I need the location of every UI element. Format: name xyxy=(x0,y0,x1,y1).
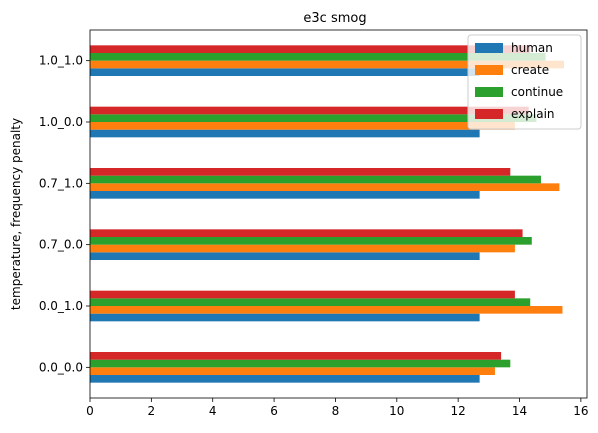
legend-label-create: create xyxy=(511,63,549,77)
bar-human-1.0_0.0 xyxy=(90,129,480,138)
legend-label-continue: continue xyxy=(511,85,563,99)
bar-explain-0.7_0.0 xyxy=(90,229,523,237)
bar-continue-1.0_1.0 xyxy=(90,53,546,61)
chart-title: e3c smog xyxy=(303,11,366,26)
y-tick-label: 1.0_0.0 xyxy=(39,115,83,129)
bars-group xyxy=(90,45,564,383)
y-axis: 0.0_0.0 0.0_1.0 0.7_0.0 0.7_1.0 1.0_0.0 1.0_1… xyxy=(39,54,90,374)
y-axis-label: temperature, frequency penalty xyxy=(9,118,23,310)
bar-create-0.0_0.0 xyxy=(90,367,495,375)
plot-frame xyxy=(89,29,588,399)
bar-human-0.0_0.0 xyxy=(90,375,480,383)
legend-swatch-create xyxy=(475,65,503,75)
bar-explain-1.0_0.0 xyxy=(90,106,529,115)
bar-explain-0.7_1.0 xyxy=(90,168,511,176)
y-tick-label: 0.0_0.0 xyxy=(39,360,83,374)
x-tick-label: 16 xyxy=(573,404,588,418)
bar-human-0.7_0.0 xyxy=(90,252,480,260)
bar-create-0.0_1.0 xyxy=(90,306,563,314)
bar-create-1.0_0.0 xyxy=(90,122,515,130)
legend-label-human: human xyxy=(511,41,553,55)
x-tick-label: 6 xyxy=(270,404,278,418)
y-tick-label: 0.7_0.0 xyxy=(39,238,83,252)
x-tick-label: 4 xyxy=(209,404,217,418)
bar-human-0.0_1.0 xyxy=(90,313,480,322)
bar-continue-0.7_0.0 xyxy=(90,237,532,245)
bar-create-1.0_1.0 xyxy=(90,60,564,69)
x-tick-label: 12 xyxy=(451,404,466,418)
bar-create-0.7_0.0 xyxy=(90,244,515,253)
bar-human-1.0_1.0 xyxy=(90,68,480,76)
bar-continue-1.0_0.0 xyxy=(90,114,537,122)
legend-swatch-human xyxy=(475,43,503,53)
bar-continue-0.0_0.0 xyxy=(90,359,511,368)
bar-human-0.7_1.0 xyxy=(90,191,480,199)
x-tick-label: 10 xyxy=(389,404,404,418)
bar-explain-1.0_1.0 xyxy=(90,45,531,53)
legend: human create continue explain xyxy=(467,34,582,130)
legend-box xyxy=(467,34,582,130)
bar-continue-0.7_1.0 xyxy=(90,175,541,184)
x-tick-label: 2 xyxy=(148,404,156,418)
y-tick-label: 0.7_1.0 xyxy=(39,176,83,190)
bar-explain-0.0_1.0 xyxy=(90,290,515,299)
legend-label-explain: explain xyxy=(511,107,555,121)
y-tick-label: 1.0_1.0 xyxy=(39,54,83,68)
x-axis: 0 2 4 6 8 10 12 14 16 xyxy=(86,398,589,418)
legend-swatch-continue xyxy=(475,87,503,97)
bar-continue-0.0_1.0 xyxy=(90,298,531,306)
x-tick-label: 0 xyxy=(86,404,94,418)
bar-create-0.7_1.0 xyxy=(90,183,560,191)
bar-explain-0.0_0.0 xyxy=(90,352,502,360)
x-tick-label: 14 xyxy=(512,404,527,418)
y-tick-label: 0.0_1.0 xyxy=(39,299,83,313)
legend-swatch-explain xyxy=(475,109,503,119)
x-tick-label: 8 xyxy=(332,404,340,418)
